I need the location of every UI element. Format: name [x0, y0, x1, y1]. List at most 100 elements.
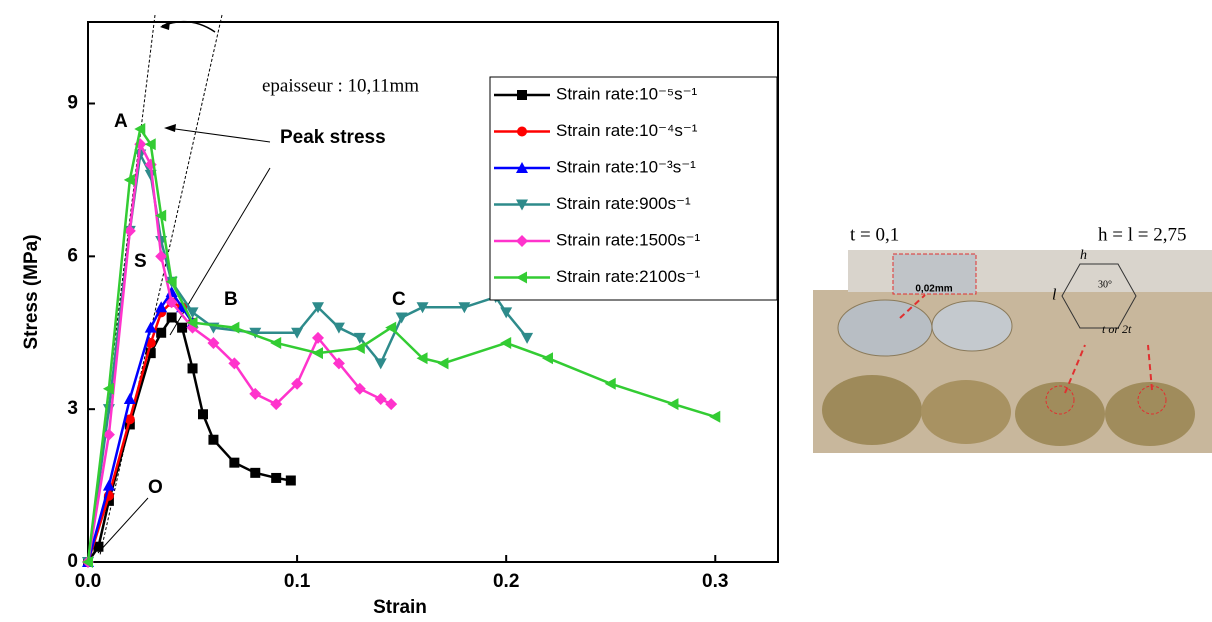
annotation: A [114, 111, 128, 132]
y-axis-title: Stress (MPa) [21, 234, 42, 349]
peak-arrow [167, 127, 271, 143]
marker [416, 302, 429, 314]
marker [186, 307, 199, 319]
marker [102, 382, 114, 395]
marker [353, 342, 365, 355]
marker [134, 122, 146, 135]
marker [102, 479, 115, 491]
marker [177, 322, 188, 333]
marker [458, 302, 471, 314]
marker [332, 322, 345, 334]
arrowhead [164, 124, 176, 132]
disc [837, 299, 933, 357]
x-tick-label: 0.2 [493, 571, 519, 592]
core [921, 380, 1011, 444]
marker [144, 321, 157, 333]
marker [229, 457, 240, 468]
marker [542, 352, 553, 365]
marker [250, 467, 261, 478]
marker [82, 556, 93, 568]
marker [385, 398, 398, 411]
y-tick-label: 6 [67, 245, 78, 266]
marker [516, 162, 528, 173]
annotation: B [224, 289, 238, 310]
rotation-arrow [161, 20, 216, 33]
x-axis-title: Strain [373, 597, 427, 618]
marker [709, 410, 721, 423]
honeycomb-photo: t = 0,1 h = l = 2,75 0,02mm h 30° l t or… [813, 224, 1212, 453]
marker [291, 327, 304, 339]
marker [385, 321, 397, 334]
marker [93, 541, 104, 552]
marker [155, 250, 168, 263]
marker [123, 392, 136, 404]
legend-label: Strain rate:2100s⁻¹ [556, 267, 700, 286]
photo-label: 30° [1098, 279, 1112, 290]
y-tick-label: 9 [67, 93, 78, 114]
marker [271, 472, 282, 483]
pointer [1064, 344, 1086, 394]
marker [270, 336, 282, 349]
origin-arrow [97, 497, 149, 554]
marker [155, 209, 167, 222]
marker [416, 352, 428, 365]
cell-size-label: h = l = 2,75 [1098, 224, 1186, 245]
photo-label: l [1052, 287, 1057, 304]
marker [374, 358, 387, 370]
marker [124, 414, 135, 425]
marker [228, 357, 241, 370]
thickness-note: epaisseur : 10,11mm [262, 75, 419, 96]
marker [312, 347, 323, 360]
hexagon [1061, 263, 1137, 329]
photo-label: 0,02mm [915, 284, 952, 295]
x-tick-label: 0.1 [284, 571, 311, 592]
x-tick-label: 0.0 [75, 571, 101, 592]
marker [166, 312, 177, 323]
marker [516, 199, 528, 211]
marker [437, 357, 449, 370]
y-tick-label: 3 [67, 398, 78, 419]
marker [249, 387, 262, 400]
marker [285, 475, 296, 486]
marker [270, 398, 283, 411]
annotation: Peak stress [280, 127, 386, 148]
guide-line [99, 14, 223, 556]
marker [312, 331, 324, 344]
marker [155, 301, 168, 313]
marker [228, 321, 240, 334]
marker [516, 271, 527, 284]
disc [931, 300, 1013, 352]
marker [291, 377, 304, 390]
marker [186, 316, 198, 329]
marker [249, 327, 262, 339]
photo-label: t or 2t [1102, 322, 1132, 336]
legend-label: Strain rate:10⁻³s⁻¹ [556, 157, 696, 176]
marker [187, 363, 198, 374]
photo-label: h [1080, 248, 1087, 263]
annotation: C [392, 289, 406, 310]
pointer [899, 294, 926, 319]
marker [500, 336, 512, 349]
marker [353, 332, 366, 344]
marker [332, 357, 345, 370]
plot-frame [87, 21, 779, 563]
detail-box [892, 253, 977, 295]
marker [521, 332, 534, 344]
marker [208, 434, 219, 445]
marker [353, 382, 366, 395]
marker [516, 235, 528, 247]
marker [198, 409, 208, 420]
marker [604, 377, 616, 390]
marker [123, 224, 136, 237]
series-line [86, 140, 392, 563]
marker [156, 327, 167, 338]
highlight [1045, 385, 1075, 415]
core [1105, 382, 1195, 446]
marker [395, 312, 408, 324]
annotation: O [148, 477, 163, 498]
marker [374, 392, 387, 405]
thickness-label: t = 0,1 [850, 224, 899, 245]
x-tick-label: 0.3 [702, 571, 728, 592]
legend-box [489, 76, 778, 301]
